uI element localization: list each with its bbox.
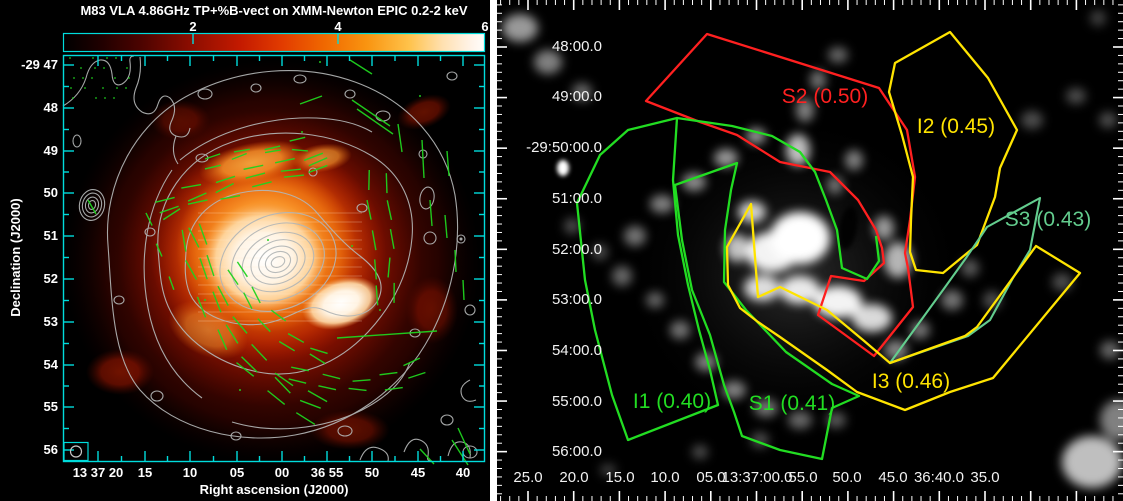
ra-tick-label: 50.0	[832, 469, 862, 486]
ra-tick-label: 25.0	[513, 469, 543, 486]
dec-axis-label: Declination (J2000)	[8, 198, 23, 317]
ra-axis-label: Right ascension (J2000)	[199, 482, 349, 497]
radio-contours	[62, 55, 478, 462]
ra-tick-label: 15.0	[605, 469, 635, 486]
ra-tick-label: 15	[137, 465, 153, 480]
ra-tick-label: 45.0	[878, 469, 908, 486]
dec-tick-label: 51:00.0	[551, 190, 602, 207]
ra-tick-label: 13:37:00.0	[721, 469, 793, 486]
region-label-i1: I1 (0.40)	[632, 390, 712, 413]
ra-tick-label: 10.0	[650, 469, 680, 486]
xray-emission	[502, 10, 1123, 488]
dec-tick-label: 49	[43, 143, 58, 158]
left-panel-title: M83 VLA 4.86GHz TP+%B-vect on XMM-Newton…	[80, 3, 468, 18]
beam-symbol	[63, 441, 89, 462]
dec-tick-label: 48:00.0	[551, 38, 602, 55]
b-vectors	[69, 57, 471, 466]
dec-tick-label: -29:50:00.0	[526, 139, 602, 156]
panel-divider	[490, 0, 497, 501]
axis-ticks	[64, 56, 484, 461]
ra-tick-label: 40	[455, 465, 471, 480]
ra-tick-label: 05	[229, 465, 245, 480]
colorbar-tick-label: 4	[334, 19, 342, 34]
ra-tick-label: 20.0	[559, 469, 589, 486]
dec-tick-label: 52	[43, 271, 58, 286]
dec-tick-label: 55	[43, 399, 58, 414]
region-label-i3: I3 (0.46)	[871, 370, 951, 393]
ra-tick-label: 10	[182, 465, 198, 480]
dec-tick-label: 52:00.0	[551, 241, 602, 258]
colorbar-tick-label: 2	[189, 19, 197, 34]
ra-tick-label: 36 55	[310, 465, 344, 480]
dec-tick-label: 54:00.0	[551, 342, 602, 359]
region-label-s2: S2 (0.50)	[781, 85, 869, 108]
xmm-grayscale-image	[497, 0, 1123, 501]
colorbar	[62, 32, 486, 53]
region-label-s1: S1 (0.41)	[748, 392, 836, 415]
dec-tick-label: 49:00.0	[551, 88, 602, 105]
ra-tick-label: 36:40.0	[913, 469, 965, 486]
dec-tick-label: 48	[43, 100, 58, 115]
dec-tick-label: 53:00.0	[551, 291, 602, 308]
dec-tick-label: 56:00.0	[551, 443, 602, 460]
region-label-s3: S3 (0.43)	[1004, 208, 1092, 231]
dec-tick-label: 53	[43, 314, 58, 329]
dec-tick-label: 55:00.0	[551, 393, 602, 410]
dec-tick-label: 54	[43, 357, 58, 372]
region-label-i2: I2 (0.45)	[916, 115, 996, 138]
dec-tick-label: 51	[43, 228, 58, 243]
region-polygons	[575, 30, 1082, 461]
ra-tick-label: 05.0	[696, 469, 726, 486]
colorbar-tick-label: 6	[481, 19, 489, 34]
ra-tick-label: 55.0	[788, 469, 818, 486]
dec-tick-label: 56	[43, 442, 58, 457]
ra-tick-label: 13 37 20	[72, 465, 124, 480]
ra-tick-label: 35.0	[970, 469, 1000, 486]
dec-tick-label: 50	[43, 185, 58, 200]
axis-ticks	[497, 0, 1123, 501]
plot-frame	[62, 54, 486, 463]
dec-tick-label: -29 47	[21, 57, 58, 72]
ra-tick-label: 50	[364, 465, 380, 480]
ra-tick-label: 45	[410, 465, 426, 480]
vla-xray-composite-image	[0, 0, 497, 501]
ra-tick-label: 00	[274, 465, 290, 480]
